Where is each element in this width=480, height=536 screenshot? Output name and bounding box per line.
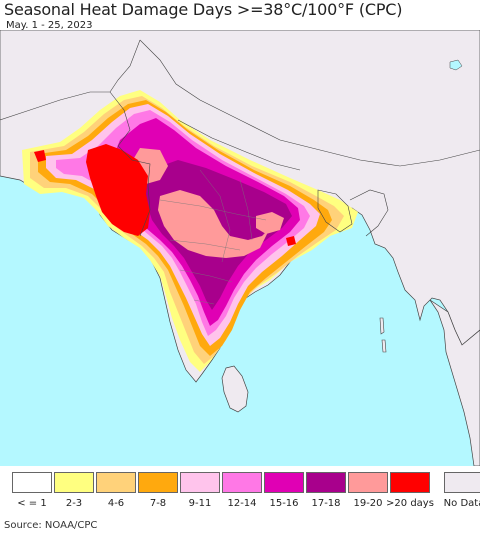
lake [449, 59, 463, 71]
sri-lanka [221, 365, 249, 413]
legend-swatch-5 [180, 472, 220, 493]
legend-label-6: 12-14 [227, 498, 257, 509]
zone-over-20-days-west [34, 150, 46, 162]
source-note: Source: NOAA/CPC [4, 520, 98, 531]
border-india-nepal [177, 119, 301, 171]
borders [0, 39, 480, 305]
legend-label-1: < = 1 [17, 498, 47, 509]
legend-swatch-2 [54, 472, 94, 493]
date-range: May. 1 - 25, 2023 [6, 20, 93, 31]
zone-19-20-days-central [158, 190, 270, 258]
legend: < = 1 2-3 4-6 7-8 9-11 12-14 15-16 17-18 19-20 >2… [12, 472, 480, 514]
legend-label-3: 4-6 [107, 498, 125, 509]
legend-swatch-1 [12, 472, 52, 493]
border-pakistan-india [109, 91, 151, 237]
malay-peninsula [429, 299, 480, 466]
legend-swatch-7 [264, 472, 304, 493]
legend-swatch-3 [96, 472, 136, 493]
legend-label-11: No Data [443, 498, 480, 509]
legend-swatch-10 [390, 472, 430, 493]
legend-label-4: 7-8 [149, 498, 167, 509]
zone-over-20-days-east [286, 236, 296, 246]
legend-swatch-11 [444, 472, 480, 493]
zone-over-20-days [86, 144, 150, 236]
andaman-islands [379, 317, 387, 353]
legend-label-5: 9-11 [188, 498, 212, 509]
border-china [139, 39, 480, 167]
zone-19-20-days-east [256, 212, 284, 234]
legend-label-10: >20 days [386, 498, 434, 509]
legend-label-8: 17-18 [311, 498, 341, 509]
heat-damage-map [0, 30, 480, 466]
legend-swatch-9 [348, 472, 388, 493]
border-india-myanmar [349, 189, 389, 237]
border-afghanistan [0, 39, 141, 121]
legend-label-7: 15-16 [269, 498, 299, 509]
legend-label-2: 2-3 [65, 498, 83, 509]
border-bangladesh [317, 189, 353, 233]
legend-label-9: 19-20 [353, 498, 383, 509]
map-title: Seasonal Heat Damage Days >=38°C/100°F (… [4, 0, 403, 19]
legend-swatch-8 [306, 472, 346, 493]
state-lines [159, 169, 267, 305]
legend-swatch-4 [138, 472, 178, 493]
legend-swatch-6 [222, 472, 262, 493]
